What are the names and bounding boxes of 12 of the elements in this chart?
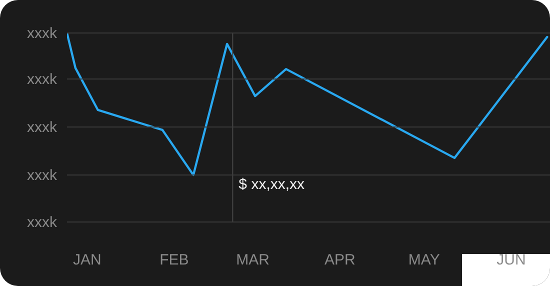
x-tick-label: MAY bbox=[408, 252, 440, 268]
annotation: $ xx,xx,xx bbox=[238, 176, 306, 193]
x-tick-label: JUN bbox=[496, 252, 526, 268]
ref-line-label: xxxk bbox=[27, 71, 58, 88]
ref-line-label: xxxk bbox=[27, 214, 58, 231]
x-tick-label: JAN bbox=[72, 252, 102, 268]
x-tick-label: APR bbox=[324, 252, 356, 268]
ref-line-label: xxxk bbox=[27, 119, 58, 136]
x-tick-label: MAR bbox=[236, 252, 270, 268]
ref-line-label: xxxk bbox=[27, 25, 58, 42]
x-tick-label: FEB bbox=[160, 252, 189, 268]
ref-line-label: xxxk bbox=[27, 167, 58, 184]
